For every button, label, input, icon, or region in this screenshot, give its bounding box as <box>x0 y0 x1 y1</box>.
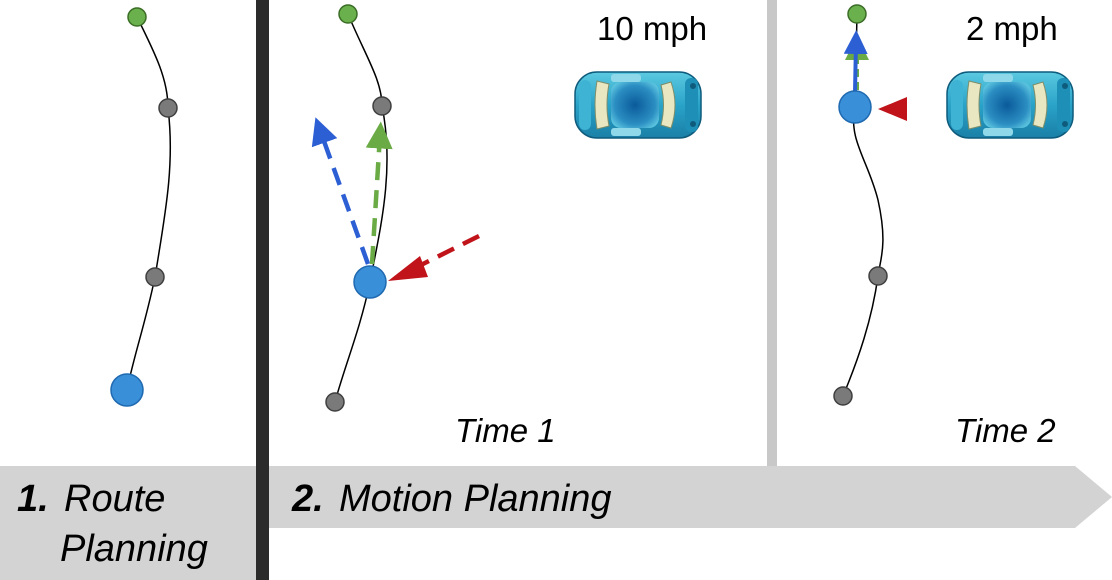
time1-goal-icon <box>338 4 358 24</box>
time2-label: Time 2 <box>955 412 1056 449</box>
process-banner <box>0 466 1112 528</box>
time-panel-divider <box>767 0 777 466</box>
route-stage-number: 1. <box>17 478 49 520</box>
time1-speed-label: 10 mph <box>597 10 707 47</box>
stage-divider <box>256 0 269 580</box>
time2-path <box>842 13 884 397</box>
time1-waypoint-icon <box>325 392 345 412</box>
time1-path <box>334 13 388 403</box>
route-stage-title-line1: Route <box>64 478 165 520</box>
time1-red-arrow-icon <box>388 256 428 281</box>
time1-waypoint-icon <box>372 96 392 116</box>
time1-label: Time 1 <box>455 412 556 449</box>
motion-stage-number: 2. <box>291 478 324 520</box>
motion-stage-title: Motion Planning <box>339 478 612 520</box>
time2-speed-label: 2 mph <box>966 10 1058 47</box>
time1-green-arrow-icon <box>365 121 393 265</box>
time2-red-arrow-icon <box>878 97 907 121</box>
time1-blue-arrow-icon <box>311 117 371 265</box>
time2-goal-icon <box>847 4 867 24</box>
time1-vehicle-position-icon <box>353 265 387 299</box>
route-planning-banner-extension <box>0 528 256 580</box>
time2-car-icon <box>946 71 1074 139</box>
route-waypoint-icon <box>145 267 165 287</box>
time2-waypoint-icon <box>868 266 888 286</box>
time2-vehicle-position-icon <box>838 90 872 124</box>
route-path <box>126 16 172 391</box>
route-waypoint-icon <box>158 98 178 118</box>
route-stage-title-line2: Planning <box>60 528 208 570</box>
time1-car-icon <box>574 71 702 139</box>
route-goal-icon <box>127 7 147 27</box>
route-vehicle-position-icon <box>110 373 144 407</box>
time2-blue-arrow-icon <box>843 30 868 93</box>
time1-red-arrow-shaft <box>413 233 481 271</box>
time2-waypoint-icon <box>833 386 853 406</box>
